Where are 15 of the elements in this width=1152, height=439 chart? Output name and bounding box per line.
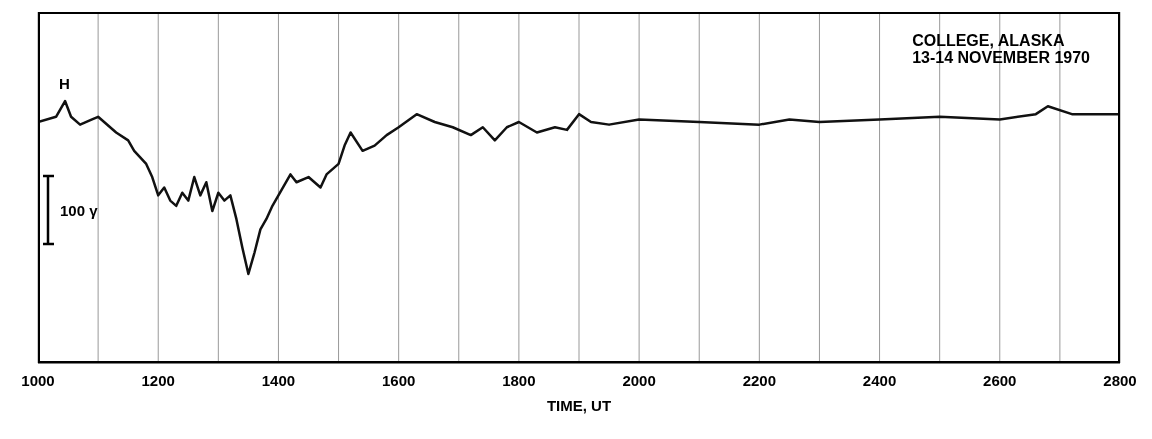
chart-title: COLLEGE, ALASKA <box>912 32 1066 49</box>
x-axis-title: TIME, UT <box>545 397 613 414</box>
x-tick-label: 1600 <box>381 371 416 389</box>
x-tick-label: 2200 <box>742 371 777 389</box>
annotation: 100 γ <box>60 201 98 219</box>
x-tick-label: 1000 <box>21 371 55 389</box>
x-tick-label: 2400 <box>862 371 897 389</box>
x-tick-label: 1200 <box>141 371 175 389</box>
x-tick-label: 2600 <box>983 371 1017 389</box>
x-tick-label: 1800 <box>502 371 536 389</box>
x-tick-label: 2000 <box>622 371 656 389</box>
x-tick-label: 1400 <box>261 371 296 389</box>
chart-subtitle: 13-14 NOVEMBER 1970 <box>912 49 1090 66</box>
x-tick-label: 2800 <box>1103 371 1137 389</box>
series-label: H <box>59 75 70 93</box>
